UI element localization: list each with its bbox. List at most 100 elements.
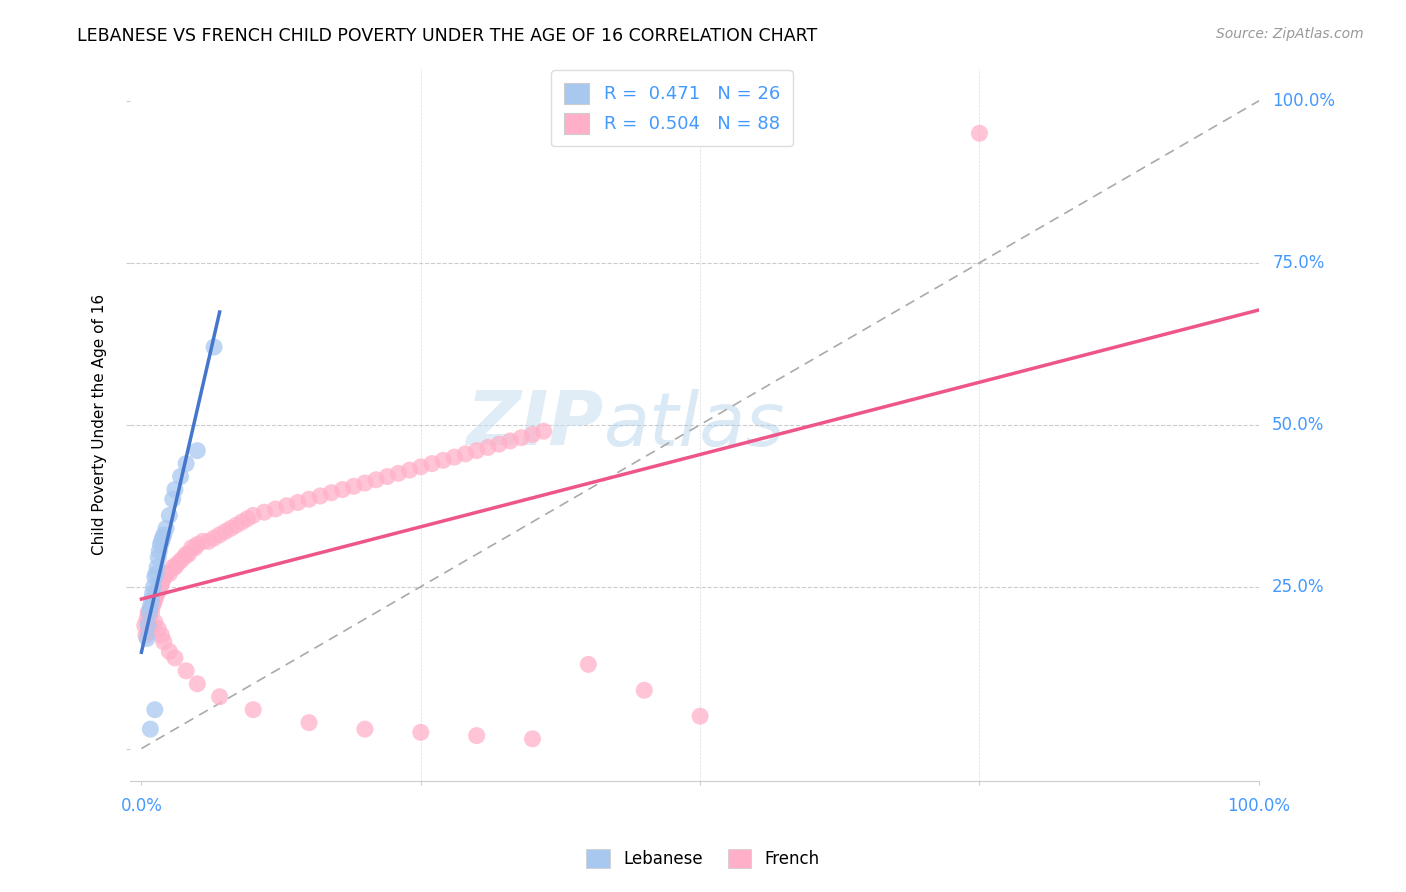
Point [166,557,188,571]
Point [576,657,599,672]
Point [375,469,398,483]
Point [354,476,377,491]
Point [191,534,214,549]
Point [242,508,264,523]
Point [145,566,167,581]
Point [180,541,202,555]
Point [321,485,343,500]
Point [510,431,533,445]
Point [197,534,219,549]
Point [136,625,159,640]
Point [186,677,208,691]
Point [149,537,172,551]
Point [225,518,247,533]
Point [145,590,167,604]
Point [138,606,160,620]
Point [149,580,172,594]
Point [287,495,309,509]
Point [141,606,163,620]
Point [148,582,170,597]
Point [409,725,432,739]
Point [689,709,711,723]
Point [409,459,432,474]
Point [148,582,170,597]
Point [136,618,159,632]
Point [143,615,166,630]
Point [454,447,477,461]
Point [309,489,332,503]
Point [214,524,236,539]
Text: atlas: atlas [605,389,786,461]
Text: 100.0%: 100.0% [1227,797,1291,815]
Point [152,570,174,584]
Point [143,592,166,607]
Point [163,651,186,665]
Point [184,541,207,555]
Point [162,492,184,507]
Point [148,544,170,558]
Point [152,634,174,648]
Point [135,628,157,642]
Point [142,599,165,613]
Point [163,560,186,574]
Text: ZIP: ZIP [467,388,605,461]
Point [208,528,231,542]
Point [420,457,443,471]
Point [533,424,555,438]
Point [136,632,159,646]
Point [143,570,166,584]
Point [522,731,544,746]
Point [298,492,321,507]
Point [139,599,162,613]
Point [142,596,165,610]
Point [364,473,387,487]
Point [152,573,174,587]
Point [148,550,170,565]
Point [155,566,177,581]
Point [157,644,180,658]
Point [477,441,499,455]
Point [143,703,166,717]
Point [499,434,522,448]
Point [174,547,197,561]
Point [202,531,225,545]
Text: 75.0%: 75.0% [1272,254,1324,272]
Text: LEBANESE VS FRENCH CHILD POVERTY UNDER THE AGE OF 16 CORRELATION CHART: LEBANESE VS FRENCH CHILD POVERTY UNDER T… [77,27,817,45]
Point [169,469,191,483]
Point [253,505,276,519]
Point [174,664,197,678]
Point [163,483,186,497]
Text: 50.0%: 50.0% [1272,416,1324,434]
Point [186,443,208,458]
Point [146,560,169,574]
Point [522,427,544,442]
Point [231,515,253,529]
Point [155,521,177,535]
Point [242,703,264,717]
Point [264,502,287,516]
Point [208,690,231,704]
Point [136,612,159,626]
Point [139,602,162,616]
Point [343,479,366,493]
Text: 100.0%: 100.0% [1272,92,1336,110]
Point [169,554,191,568]
Point [488,437,510,451]
Legend: Lebanese, French: Lebanese, French [579,842,827,875]
Text: 0.0%: 0.0% [121,797,162,815]
Point [148,622,170,636]
Point [157,508,180,523]
Point [219,521,242,535]
Point [432,453,454,467]
Point [276,499,298,513]
Legend: R =  0.471   N = 26, R =  0.504   N = 88: R = 0.471 N = 26, R = 0.504 N = 88 [551,70,793,146]
Point [465,729,488,743]
Text: Source: ZipAtlas.com: Source: ZipAtlas.com [1216,27,1364,41]
Point [332,483,354,497]
Point [398,463,420,477]
Point [173,550,195,565]
Point [152,531,174,545]
Point [443,450,465,464]
Point [177,547,200,561]
Point [139,722,162,736]
